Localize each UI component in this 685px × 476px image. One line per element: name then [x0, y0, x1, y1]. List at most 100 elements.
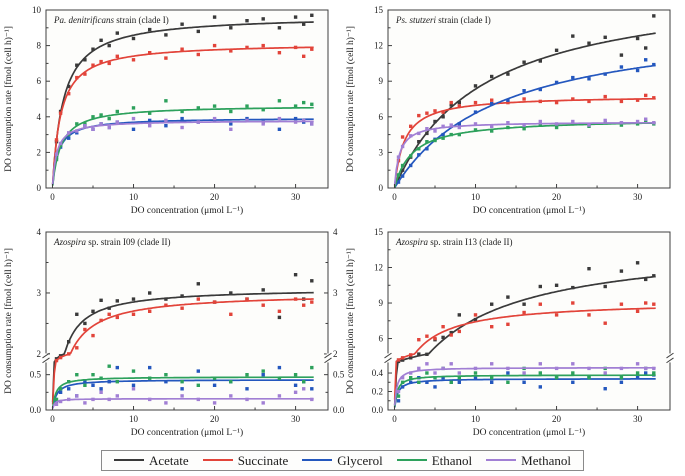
- data-point: [58, 387, 63, 391]
- data-point: [83, 380, 87, 384]
- data-point: [180, 387, 184, 391]
- axis-break-mark: [324, 352, 332, 359]
- data-point: [310, 122, 314, 126]
- data-point: [490, 74, 494, 79]
- svg-text:0: 0: [50, 414, 55, 424]
- panel-azospira-i09: 0 10 20 30 0.0 0.0 0.5 0.5 2 2 3 3 4 4 Azospira sp. st…: [0, 222, 345, 444]
- data-point: [473, 371, 478, 375]
- series-layer: [51, 13, 314, 186]
- data-point: [180, 306, 184, 310]
- svg-text:0: 0: [379, 183, 384, 193]
- data-point: [293, 15, 298, 19]
- data-point: [522, 371, 526, 375]
- data-point: [409, 163, 413, 168]
- data-point: [571, 34, 575, 38]
- data-point: [425, 362, 429, 366]
- data-point: [277, 116, 282, 121]
- data-point: [180, 380, 184, 384]
- data-point: [409, 356, 413, 360]
- data-point: [441, 124, 445, 128]
- data-point: [457, 371, 461, 375]
- data-point: [441, 335, 445, 340]
- fit-curve: [393, 374, 656, 407]
- data-point: [302, 100, 306, 105]
- svg-text:9: 9: [379, 298, 384, 308]
- data-point: [619, 65, 624, 69]
- svg-text:30: 30: [633, 414, 643, 424]
- y-axis-label: DO consumption rate [fmol (cell h)⁻¹]: [3, 26, 14, 172]
- data-point: [425, 127, 429, 131]
- data-point: [131, 106, 136, 110]
- data-point: [506, 322, 510, 326]
- data-point: [441, 132, 445, 137]
- data-point: [131, 312, 136, 316]
- data-point: [417, 153, 421, 157]
- data-point: [293, 104, 298, 108]
- data-point: [67, 131, 71, 135]
- data-point: [644, 366, 648, 371]
- data-point: [449, 362, 453, 366]
- svg-text:10: 10: [471, 192, 481, 202]
- data-point: [302, 54, 306, 58]
- data-point: [148, 365, 152, 370]
- data-point: [54, 402, 59, 406]
- svg-text:3: 3: [37, 288, 42, 298]
- data-point: [58, 143, 63, 147]
- data-point: [115, 31, 119, 35]
- data-point: [67, 136, 71, 140]
- data-point: [277, 99, 282, 103]
- chart-azospira-i13: 0 10 20 30 0.0 0.2 0.4 6 9 12 15 Azospira sp. strai…: [345, 227, 674, 438]
- data-point: [229, 109, 233, 114]
- data-point: [619, 380, 624, 384]
- data-point: [148, 309, 152, 313]
- data-point: [54, 397, 59, 402]
- data-point: [433, 376, 437, 380]
- data-point: [148, 376, 152, 380]
- data-point: [99, 387, 103, 391]
- data-point: [417, 352, 421, 356]
- data-point: [554, 125, 559, 130]
- data-point: [107, 306, 111, 310]
- svg-text:0: 0: [50, 192, 55, 202]
- series-methanol: [51, 387, 314, 409]
- data-point: [164, 380, 168, 384]
- svg-text:8: 8: [37, 41, 42, 51]
- svg-text:10: 10: [129, 192, 139, 202]
- data-point: [441, 110, 445, 114]
- data-point: [490, 98, 494, 102]
- data-point: [538, 362, 542, 366]
- legend-box: Acetate Succinate Glycerol Ethanol Metha…: [101, 449, 584, 471]
- data-point: [417, 147, 421, 151]
- data-point: [644, 93, 648, 98]
- data-point: [554, 122, 559, 126]
- axis-break-mark: [42, 357, 50, 364]
- data-point: [277, 127, 282, 131]
- svg-text:15: 15: [374, 227, 384, 237]
- axis-break-gap: [668, 353, 672, 363]
- data-point: [644, 117, 648, 121]
- svg-text:0.5: 0.5: [333, 370, 345, 380]
- data-point: [457, 376, 461, 380]
- data-point: [164, 118, 168, 123]
- data-point: [75, 129, 79, 133]
- data-point: [449, 380, 453, 384]
- data-point: [83, 122, 87, 126]
- data-point: [449, 100, 453, 105]
- svg-text:6: 6: [379, 112, 384, 122]
- data-point: [67, 397, 71, 402]
- data-point: [587, 77, 591, 81]
- data-point: [75, 312, 79, 316]
- panel-pa-denitrificans: 0 10 20 30 0 2 4 6 8 10 Pa. denitrificans strain (…: [0, 0, 342, 222]
- data-point: [449, 132, 453, 137]
- data-point: [554, 313, 559, 317]
- data-point: [522, 89, 526, 93]
- fit-curve: [51, 46, 314, 184]
- legend-item-methanol: Methanol: [486, 454, 571, 467]
- data-point: [75, 75, 79, 80]
- data-point: [261, 401, 265, 405]
- data-point: [131, 369, 136, 373]
- series-methanol: [51, 116, 314, 185]
- y-axis-label: DO consumption rate [fmol (cell h)⁻¹]: [345, 248, 356, 394]
- data-point: [91, 127, 95, 131]
- data-point: [396, 394, 401, 398]
